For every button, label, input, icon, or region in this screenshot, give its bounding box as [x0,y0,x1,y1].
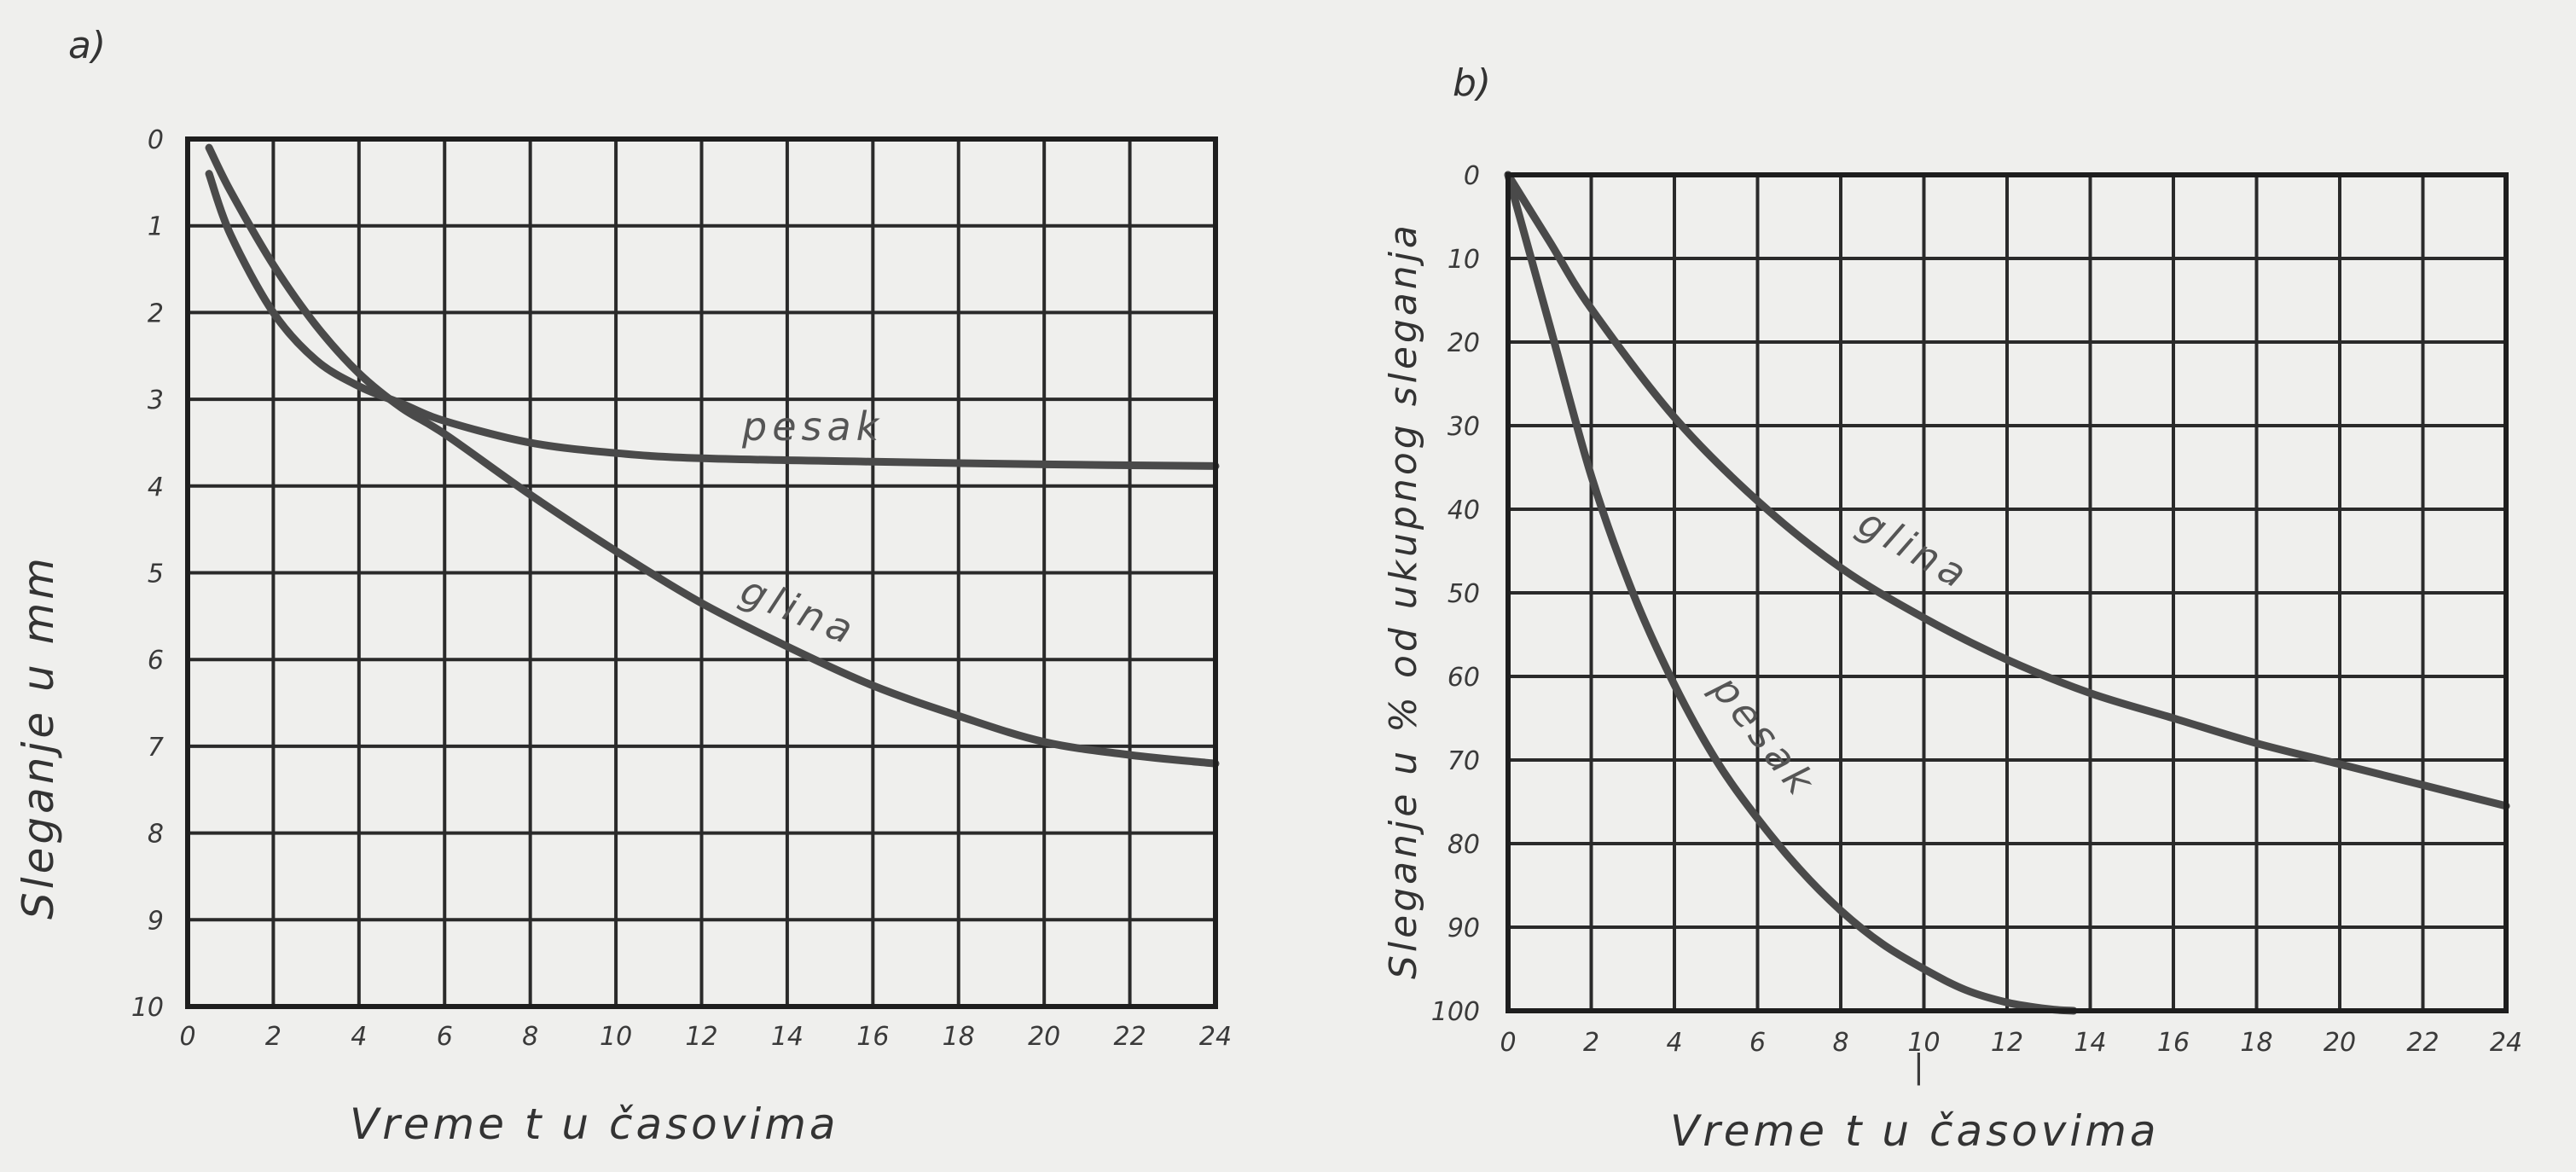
y-tick-label: 4 [148,473,164,502]
y-tick-label: 6 [148,646,164,676]
x-tick-label: 20 [2324,1028,2356,1058]
panel-a-letter: a) [68,24,106,67]
x-tick-label: 18 [943,1022,975,1052]
x-tick-label: 6 [437,1022,453,1052]
y-tick-label: 20 [1448,328,1480,358]
panel-a-label-glina: glina [734,566,864,654]
y-tick-label: 70 [1448,746,1480,776]
x-tick-label: 2 [1583,1028,1599,1058]
y-tick-label: 9 [148,906,164,936]
panel-b-frame [1506,172,2509,1013]
y-tick-label: 80 [1448,830,1480,860]
x-tick-label: 22 [1113,1022,1146,1052]
panel-b-x-ticks: 0 2 4 6 8 10 12 14 16 18 20 22 24 [1500,1028,2522,1058]
panel-a-x-ticks: 0 2 4 6 8 10 12 14 16 18 20 22 24 [179,1022,1232,1052]
x-tick-label: 6 [1749,1028,1766,1058]
x-tick-label: 18 [2240,1028,2272,1058]
panel-b-label-pesak: pesak [1703,666,1827,807]
panel-a-label-pesak: pesak [741,403,884,450]
y-tick-label: 30 [1448,412,1480,442]
series-line-pesak [205,170,1220,470]
x-tick-label: 22 [2406,1028,2439,1058]
x-tick-label: 10 [1907,1028,1940,1058]
x-tick-label: 16 [2157,1028,2190,1058]
y-tick-label: 40 [1448,496,1480,525]
x-tick-label: 20 [1028,1022,1060,1052]
x-tick-label: 2 [265,1022,281,1052]
x-tick-label: 24 [2490,1028,2522,1058]
x-tick-label: 0 [1500,1028,1516,1058]
panel-b-letter: b) [1453,61,1491,105]
y-tick-label: 100 [1431,997,1480,1027]
panel-a-y-ticks: 0 1 2 3 4 5 6 7 8 9 10 [131,125,164,1023]
y-tick-label: 90 [1448,914,1480,943]
y-tick-label: 8 [148,820,164,850]
panel-b-y-ticks: 0 10 20 30 40 50 60 70 80 90 100 [1431,161,1480,1027]
y-tick-label: 2 [148,299,164,328]
x-tick-label: 16 [856,1022,889,1052]
y-tick-label: 7 [148,733,164,763]
x-tick-label: 10 [600,1022,632,1052]
panel-a-curves [205,143,1220,768]
panel-a-grid [186,137,1217,1008]
y-tick-label: 0 [148,125,164,155]
panel-b-grid [1506,173,2508,1012]
x-tick-label: 14 [771,1022,804,1052]
series-line-glina [1504,171,2510,810]
x-tick-label: 12 [1991,1028,2023,1058]
y-tick-label: 3 [148,386,164,415]
x-tick-label: 4 [1666,1028,1682,1058]
panel-a-x-axis-title: Vreme t u časovima [350,1099,839,1149]
y-tick-label: 10 [131,993,164,1023]
y-tick-label: 50 [1448,579,1480,609]
panel-b-curves [1504,171,2510,1015]
panel-a-y-axis-title: Sleganje u mm [14,554,63,920]
y-tick-label: 10 [1448,245,1480,275]
series-line-pesak [1504,171,2078,1015]
x-tick-label: 12 [685,1022,717,1052]
y-tick-label: 60 [1448,663,1480,693]
y-tick-label: 0 [1464,161,1480,191]
panel-b-y-axis-title: Sleganje u % od ukupnog sleganja [1382,222,1425,979]
x-tick-label: 8 [522,1022,538,1052]
x-tick-label: 14 [2074,1028,2106,1058]
panel-a-frame [185,136,1218,1009]
panel-b-settlement-percent: b) 0 2 4 6 8 10 12 14 16 18 20 22 24 010203040506070… [1382,61,2522,1156]
y-tick-label: 1 [148,212,164,242]
x-tick-label: 8 [1832,1028,1848,1058]
x-tick-label: 4 [351,1022,367,1052]
series-line-glina [205,143,1220,768]
x-tick-label: 24 [1199,1022,1232,1052]
y-tick-label: 5 [148,560,164,589]
panel-b-x-axis-title: Vreme t u časovima [1670,1106,2160,1156]
panel-b-stray-mark: | [1913,1047,1924,1086]
x-tick-label: 0 [179,1022,195,1052]
